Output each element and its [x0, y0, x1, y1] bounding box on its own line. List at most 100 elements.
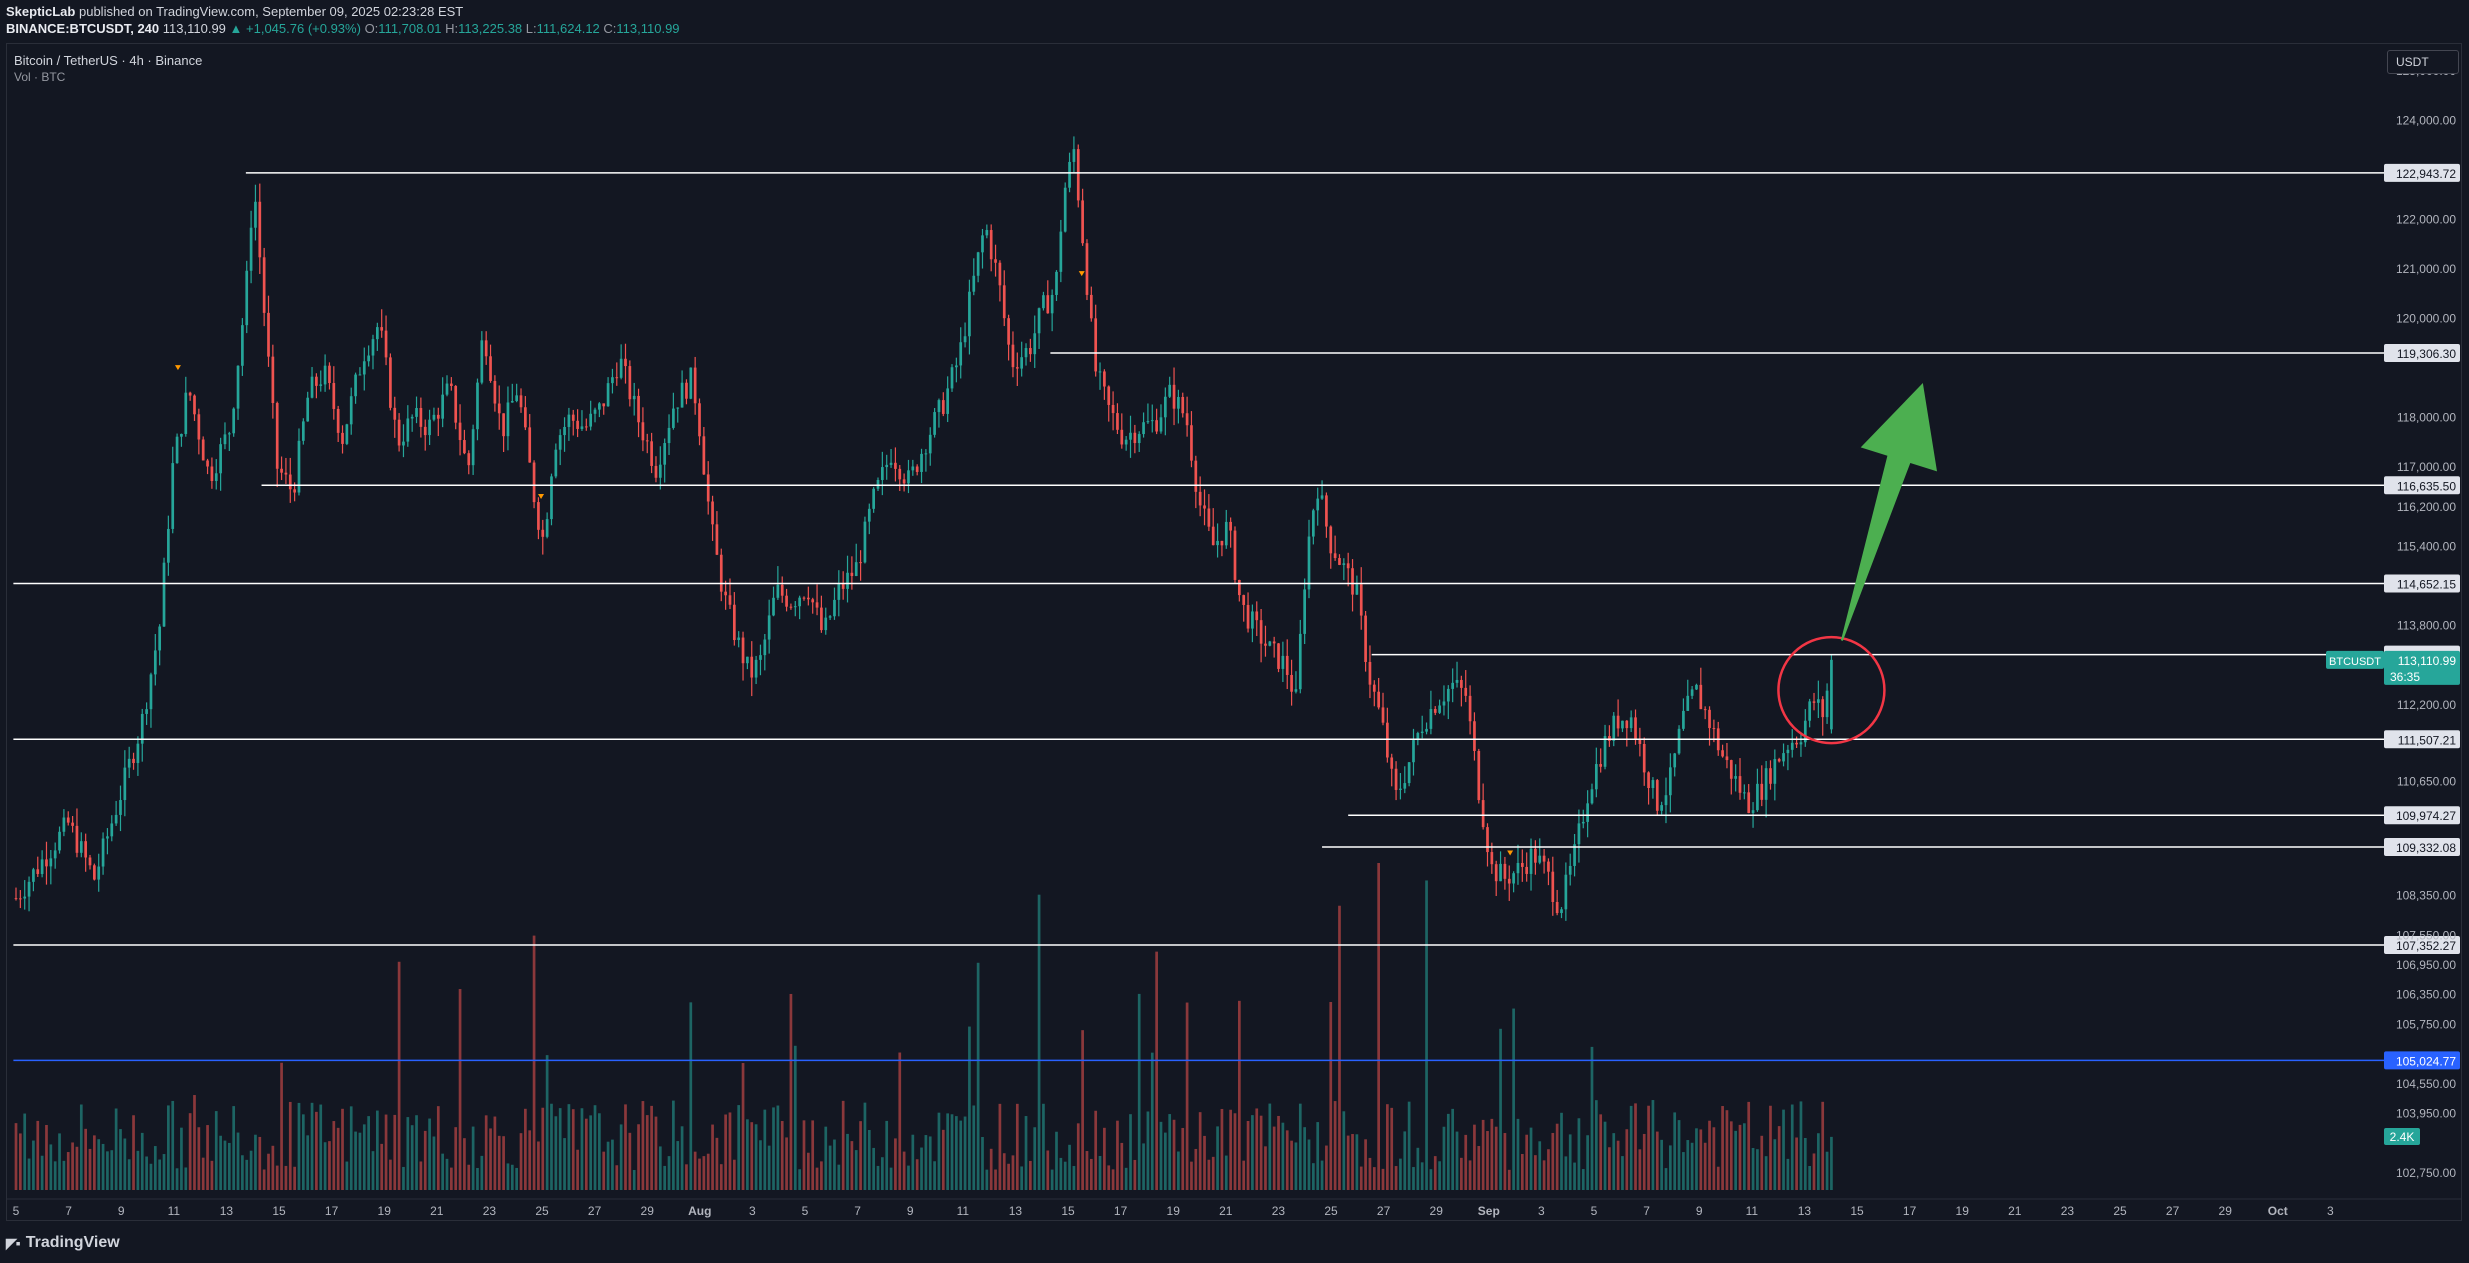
- candle-body: [206, 460, 209, 467]
- volume-bar: [1381, 1168, 1385, 1190]
- volume-bar: [1007, 1163, 1010, 1190]
- volume-bar: [1655, 1131, 1659, 1190]
- volume-bar: [1664, 1168, 1668, 1190]
- candle-body: [1325, 495, 1328, 527]
- symbol-tag-label: BTCUSDT: [2329, 656, 2381, 668]
- volume-bar: [624, 1104, 627, 1190]
- volume-bar: [1103, 1127, 1106, 1190]
- author-name[interactable]: SkepticLab: [6, 4, 76, 19]
- candle-body: [902, 479, 906, 484]
- candle-body: [232, 408, 236, 434]
- candle-body: [1760, 783, 1764, 800]
- candle-body: [1307, 536, 1311, 590]
- volume-legend[interactable]: Vol · BTC: [14, 70, 66, 84]
- candle-body: [1668, 767, 1672, 796]
- volume-bar: [262, 1169, 266, 1190]
- x-axis-tick: 27: [588, 1204, 602, 1218]
- candle-body: [354, 374, 357, 397]
- candle-body: [933, 412, 936, 435]
- candle-body: [806, 597, 810, 600]
- volume-bar: [93, 1135, 96, 1190]
- candle-body: [1817, 699, 1820, 703]
- volume-bar: [1255, 1108, 1259, 1190]
- candle-body: [1586, 803, 1589, 822]
- volume-bar: [36, 1120, 40, 1190]
- candle-body: [1464, 687, 1468, 696]
- volume-bar: [772, 1107, 775, 1190]
- candle-body: [1686, 695, 1690, 711]
- volume-bar: [545, 1055, 549, 1190]
- volume-bar: [1516, 1118, 1520, 1190]
- x-axis-tick: 3: [1538, 1204, 1545, 1218]
- volume-bar: [53, 1161, 57, 1190]
- candle-body: [1455, 679, 1459, 683]
- candle-body: [1020, 357, 1024, 369]
- chart-legend-title[interactable]: Bitcoin / TetherUS · 4h · Binance: [14, 53, 203, 68]
- volume-bar: [1490, 1118, 1494, 1190]
- volume-bar: [428, 1118, 431, 1190]
- volume-bar: [66, 1152, 70, 1190]
- candle-body: [1277, 643, 1280, 669]
- candle-body: [510, 401, 514, 403]
- candle-body: [53, 850, 57, 859]
- volume-bar: [1338, 905, 1341, 1190]
- volume-bar: [746, 1119, 749, 1190]
- volume-bar: [1634, 1103, 1637, 1190]
- candle-body: [1159, 417, 1163, 432]
- volume-bar: [1137, 993, 1141, 1190]
- candle-body: [1821, 699, 1825, 718]
- volume-bar: [367, 1116, 370, 1190]
- candle-body: [1729, 760, 1733, 779]
- candle-body: [484, 340, 488, 357]
- tradingview-logo[interactable]: ◤▪ TradingView: [6, 1234, 120, 1252]
- volume-bar: [1294, 1142, 1298, 1190]
- volume-bar: [580, 1108, 584, 1190]
- candle-body: [1190, 425, 1193, 461]
- volume-bar: [1603, 1121, 1607, 1190]
- candle-body: [811, 599, 815, 603]
- volume-bar: [458, 989, 462, 1190]
- currency-button[interactable]: USDT: [2387, 50, 2459, 74]
- symbol-info: BINANCE:BTCUSDT, 240 113,110.99 ▲ +1,045…: [6, 21, 680, 36]
- volume-bar: [297, 1102, 301, 1190]
- volume-bar: [40, 1155, 44, 1190]
- volume-bar: [854, 1150, 858, 1190]
- candle-body: [193, 395, 196, 415]
- candle-body: [1129, 432, 1132, 440]
- volume-bar: [1111, 1169, 1115, 1190]
- candle-body: [1738, 776, 1742, 793]
- close-value: 113,110.99: [616, 21, 680, 36]
- volume-bar: [480, 1155, 484, 1190]
- candle-body: [1507, 878, 1511, 884]
- volume-bar: [445, 1158, 449, 1190]
- candle-body: [650, 441, 653, 466]
- candle-body: [1520, 862, 1524, 867]
- candle-body: [1764, 768, 1768, 800]
- candle-body: [1233, 530, 1237, 580]
- high-label: H:: [445, 21, 459, 36]
- candle-body: [1655, 780, 1659, 811]
- candle-body: [132, 758, 135, 764]
- volume-bar: [1647, 1105, 1650, 1190]
- candle-body: [907, 470, 910, 484]
- chart-pane[interactable]: [6, 43, 2462, 1221]
- volume-bar: [576, 1149, 579, 1190]
- volume-bar: [780, 1121, 784, 1190]
- candle-body: [624, 358, 627, 367]
- candle-body: [894, 462, 897, 469]
- candle-body: [79, 841, 83, 853]
- price-change: ▲ +1,045.76 (+0.93%): [229, 21, 361, 36]
- candle-body: [119, 800, 122, 815]
- volume-bar: [1555, 1123, 1559, 1190]
- volume-bar: [1629, 1105, 1633, 1190]
- volume-bar: [654, 1116, 658, 1190]
- volume-bar: [1142, 1143, 1145, 1190]
- candle-body: [1207, 508, 1211, 527]
- volume-bar: [254, 1134, 257, 1190]
- candle-body: [1664, 795, 1668, 806]
- volume-bar: [1538, 1141, 1542, 1190]
- candle-body: [1312, 510, 1315, 537]
- candle-body: [328, 365, 331, 384]
- candle-body: [428, 419, 431, 436]
